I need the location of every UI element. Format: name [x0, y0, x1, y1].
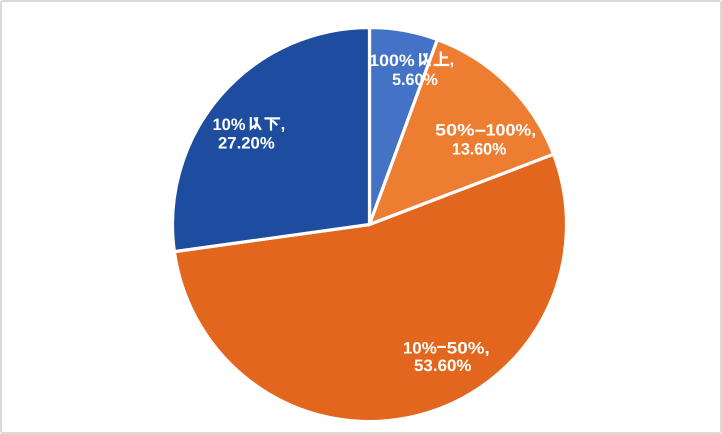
svg-text:50%: 50% — [435, 122, 475, 140]
svg-text:,: , — [450, 51, 455, 69]
svg-text:100%: 100% — [369, 52, 415, 70]
svg-text:5.60%: 5.60% — [392, 71, 438, 89]
svg-text:10%: 10% — [403, 339, 437, 357]
svg-text:10%: 10% — [213, 116, 246, 134]
svg-text:50%,: 50%, — [447, 339, 490, 357]
svg-text:13.60%: 13.60% — [452, 141, 507, 159]
svg-text:53.60%: 53.60% — [414, 357, 472, 375]
svg-text:,: , — [281, 116, 286, 134]
svg-text:27.20%: 27.20% — [218, 135, 275, 153]
svg-text:100%,: 100%, — [486, 122, 537, 140]
